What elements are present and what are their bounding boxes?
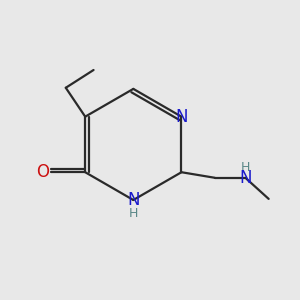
Text: N: N bbox=[127, 191, 140, 209]
Text: N: N bbox=[239, 169, 252, 187]
Text: H: H bbox=[129, 207, 138, 220]
Text: N: N bbox=[175, 108, 188, 126]
Text: O: O bbox=[36, 163, 49, 181]
Text: H: H bbox=[241, 161, 250, 174]
